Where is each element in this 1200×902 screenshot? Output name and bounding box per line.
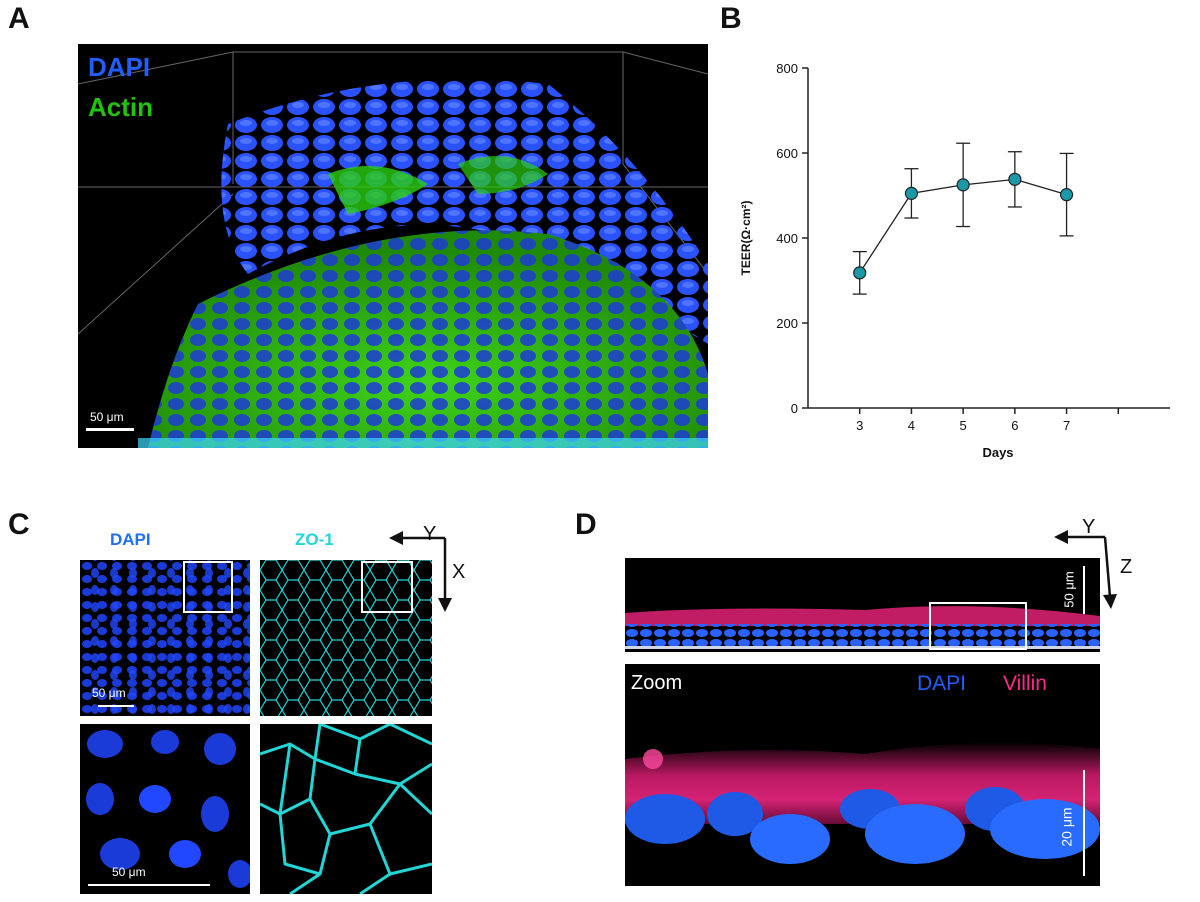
scale-bar-c-top [98,705,134,707]
chart-axes [807,68,1170,409]
data-point [904,186,919,200]
panel-letter-a: A [8,2,30,35]
zoom-label: Zoom [631,672,683,694]
y-axis-label: TEER(Ω·cm²) [739,201,753,276]
panel-a-3d-image: DAPI Actin 50 μm [78,44,708,448]
data-point [1059,188,1074,202]
dapi-zoom-image: 50 μm [80,724,250,894]
panel-letter-d: D [575,508,597,541]
x-tick-label: 6 [1011,418,1018,433]
y-tick-label: 0 [791,401,798,416]
axis-z-d: Z [1120,556,1132,578]
x-tick-label: 7 [1063,418,1070,433]
x-tick-label: 4 [908,418,915,433]
x-tick-label: 3 [856,418,863,433]
x-axis-label: Days [982,445,1013,460]
villin-zoom-image: Zoom DAPI Villin 20 μm [625,664,1100,886]
villin-overview-image: 50 μm [625,558,1100,652]
scale-bar-label-c-top: 50 μm [92,686,126,700]
chart-series [852,142,1074,295]
chart-ticks: 0 200 400 600 800 3 4 5 6 7 [776,61,1120,433]
zo1-zoom-image [260,724,432,894]
x-tick-label: 5 [960,418,967,433]
label-dapi-d: DAPI [917,672,967,695]
scale-bar-label-c-bottom: 50 μm [112,865,146,879]
label-dapi-c: DAPI [110,530,151,549]
data-point [853,266,867,280]
scale-bar-a [86,428,134,431]
axis-y-d: Y [1082,516,1095,538]
panel-a-render [78,51,708,448]
scale-bar-label-d-bottom: 20 μm [1058,807,1075,847]
dapi-overview-image: 50 μm [80,560,250,716]
data-point [956,178,970,192]
scale-bar-d-bottom [1083,770,1085,876]
data-point [1008,172,1022,186]
label-dapi-a: DAPI [88,52,151,82]
y-tick-label: 200 [776,316,798,331]
panel-letter-b: B [720,2,742,35]
scale-bar-d-top [1083,566,1085,614]
scale-bar-label-d-top: 50 μm [1061,571,1077,608]
axis-arrows-d: Y Z [1054,516,1132,609]
y-tick-label: 800 [776,61,798,76]
panel-letter-c: C [8,508,30,541]
axis-y-c: Y [423,523,436,545]
axis-arrows-c: Y X [389,523,465,612]
label-zo1-c: ZO-1 [295,530,334,549]
label-actin-a: Actin [88,92,153,122]
label-villin-d: Villin [1003,672,1047,695]
teer-chart: 0 200 400 600 800 3 4 5 6 7 Days TEER(Ω·cm²) [739,61,1170,460]
y-tick-label: 400 [776,231,798,246]
scale-bar-label-a: 50 μm [90,410,124,424]
scale-bar-c-bottom [88,884,210,886]
axis-x-c: X [452,561,465,583]
zo1-overview-image [260,560,432,716]
y-tick-label: 600 [776,146,798,161]
